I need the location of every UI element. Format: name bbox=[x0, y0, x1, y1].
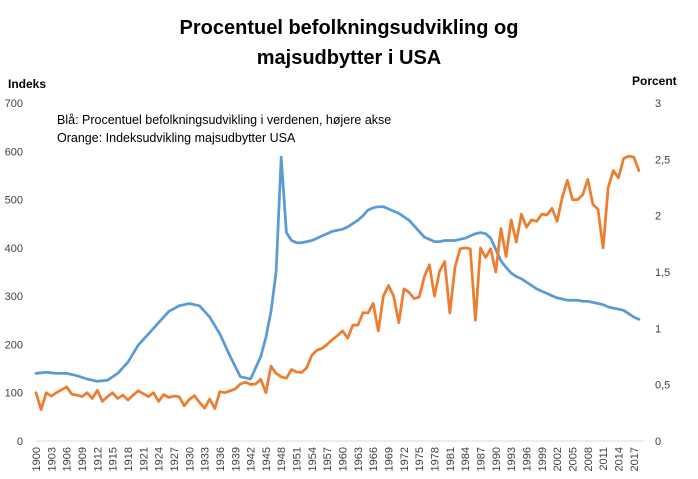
x-tick-label: 1981 bbox=[445, 447, 457, 471]
x-tick-label: 1954 bbox=[307, 447, 319, 471]
x-tick-label: 1951 bbox=[292, 447, 304, 471]
x-tick-label: 1903 bbox=[46, 447, 58, 471]
right-y-tick-label: 1 bbox=[655, 323, 661, 335]
x-tick-label: 2011 bbox=[598, 447, 610, 471]
x-tick-label: 1924 bbox=[154, 447, 166, 471]
x-tick-label: 1969 bbox=[384, 447, 396, 471]
left-y-tick-label: 700 bbox=[5, 98, 23, 110]
left-y-tick-label: 100 bbox=[5, 388, 23, 400]
chart-title-line-2: majsudbytter i USA bbox=[257, 47, 441, 69]
x-tick-label: 2017 bbox=[629, 447, 641, 471]
right-y-tick-label: 2 bbox=[655, 211, 661, 223]
x-tick-label: 2005 bbox=[567, 447, 579, 471]
x-tick-label: 1963 bbox=[353, 447, 365, 471]
x-tick-label: 1900 bbox=[31, 447, 43, 471]
x-tick-label: 1909 bbox=[77, 447, 89, 471]
left-y-axis: 0 100 200 300 400 500 600 700 bbox=[5, 98, 23, 448]
x-tick-label: 1921 bbox=[138, 447, 150, 471]
x-tick-label: 1987 bbox=[476, 447, 488, 471]
series-line-2 bbox=[34, 154, 641, 411]
x-axis: 1900 1903 1906 1909 1912 1915 1918 1921 1924 1927… bbox=[31, 447, 641, 471]
x-tick-label: 1936 bbox=[215, 447, 227, 471]
left-y-tick-label: 200 bbox=[5, 339, 23, 351]
x-tick-label: 1945 bbox=[261, 447, 273, 471]
right-y-tick-label: 0 bbox=[655, 436, 661, 448]
x-tick-label: 1996 bbox=[521, 447, 533, 471]
x-tick-label: 2008 bbox=[583, 447, 595, 471]
x-tick-label: 1927 bbox=[169, 447, 181, 471]
right-y-tick-label: 2,5 bbox=[655, 154, 670, 166]
x-tick-label: 2014 bbox=[613, 447, 625, 471]
x-tick-label: 1993 bbox=[506, 447, 518, 471]
x-tick-label: 1984 bbox=[460, 447, 472, 471]
x-tick-label: 1990 bbox=[491, 447, 503, 471]
x-tick-label: 2002 bbox=[552, 447, 564, 471]
left-axis-title: Indeks bbox=[8, 77, 46, 91]
x-tick-label: 1960 bbox=[338, 447, 350, 471]
x-tick-label: 1942 bbox=[246, 447, 258, 471]
left-y-tick-label: 400 bbox=[5, 243, 23, 255]
x-tick-label: 1966 bbox=[368, 447, 380, 471]
x-tick-label: 1948 bbox=[276, 447, 288, 471]
x-tick-label: 1930 bbox=[184, 447, 196, 471]
x-tick-label: 1999 bbox=[537, 447, 549, 471]
right-y-axis: 0 0,5 1 1,5 2 2,5 3 bbox=[655, 98, 670, 448]
x-tick-label: 1918 bbox=[123, 447, 135, 471]
left-y-tick-label: 600 bbox=[5, 146, 23, 158]
series-layer bbox=[34, 154, 641, 411]
x-tick-label: 1975 bbox=[414, 447, 426, 471]
x-tick-label: 1912 bbox=[92, 447, 104, 471]
right-y-tick-label: 3 bbox=[655, 98, 661, 110]
x-tick-label: 1972 bbox=[399, 447, 411, 471]
x-tick-label: 1906 bbox=[62, 447, 74, 471]
x-tick-label: 1933 bbox=[200, 447, 212, 471]
x-tick-label: 1915 bbox=[108, 447, 120, 471]
left-y-tick-label: 500 bbox=[5, 195, 23, 207]
left-y-tick-label: 300 bbox=[5, 291, 23, 303]
x-tick-label: 1978 bbox=[430, 447, 442, 471]
chart-title-line-1: Procentuel befolkningsudvikling og bbox=[180, 17, 519, 39]
left-y-tick-label: 0 bbox=[17, 436, 23, 448]
annotation-blue: Blå: Procentuel befolkningsudvikling i v… bbox=[57, 113, 391, 127]
right-y-tick-label: 1,5 bbox=[655, 267, 670, 279]
right-axis-title: Porcent bbox=[632, 74, 677, 88]
right-y-tick-label: 0,5 bbox=[655, 380, 670, 392]
x-tick-label: 1939 bbox=[230, 447, 242, 471]
series-line-1 bbox=[34, 155, 641, 383]
x-tick-label: 1957 bbox=[322, 447, 334, 471]
annotation-orange: Orange: Indeksudvikling majsudbytter USA bbox=[57, 131, 296, 145]
